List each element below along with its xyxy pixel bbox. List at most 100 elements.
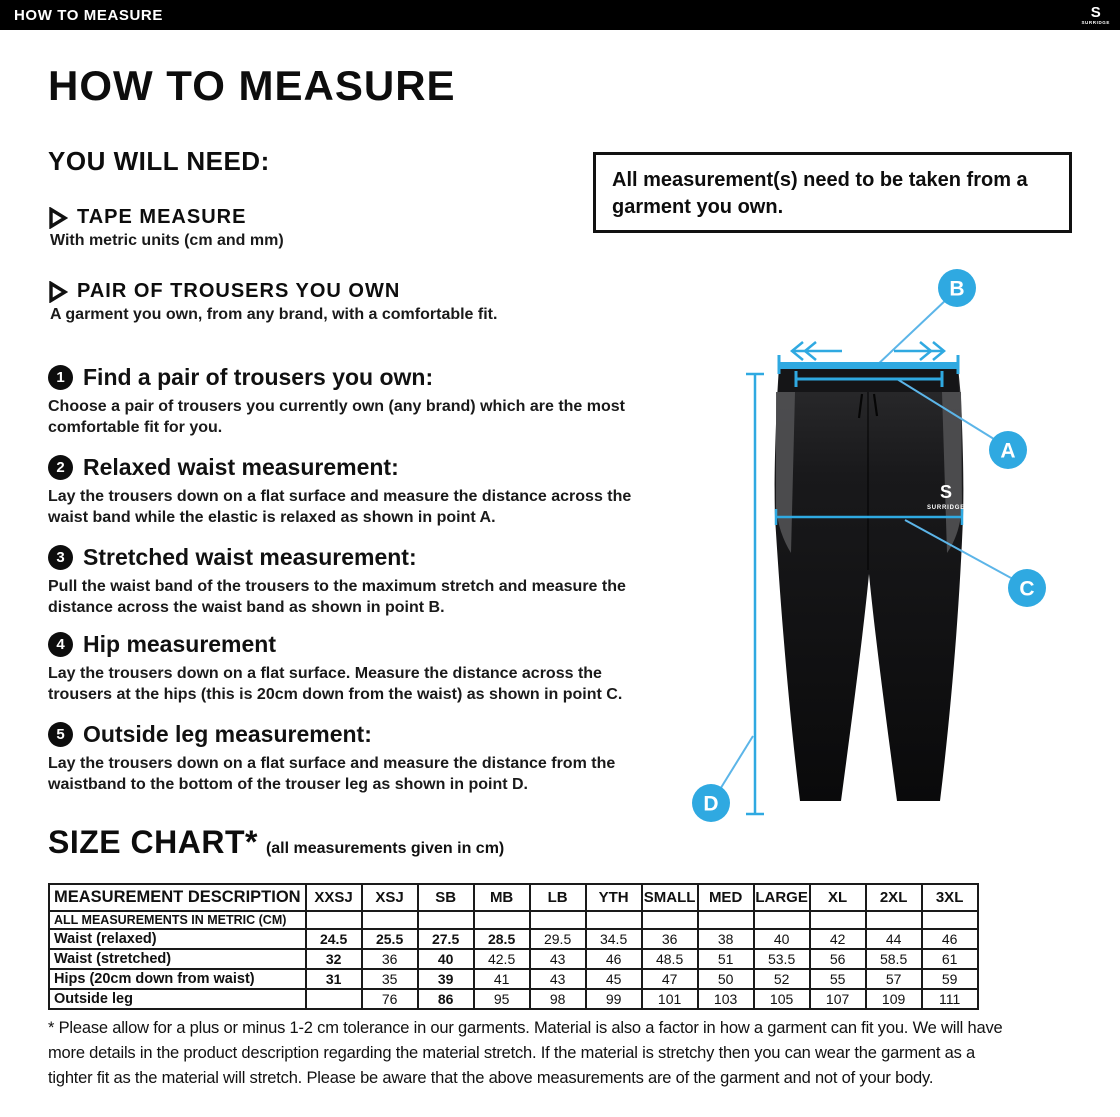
step-number-badge: 4 — [48, 632, 73, 657]
empty-cell — [864, 910, 923, 930]
step-body: Lay the trousers down on a flat surface … — [48, 755, 616, 793]
size-value-cell: 29.5 — [528, 928, 587, 950]
column-header-size: XSJ — [360, 883, 419, 912]
size-value-cell: 42 — [808, 928, 867, 950]
garment-logo-text: SURRIDGE — [927, 505, 965, 511]
triangle-bullet-icon — [49, 206, 68, 229]
size-value-cell: 53.5 — [752, 948, 811, 970]
step-5: 5 Outside leg measurement: Lay the trous… — [48, 721, 660, 795]
stretch-arrows — [790, 341, 946, 361]
size-value-cell: 98 — [528, 988, 587, 1010]
column-header-size: LB — [528, 883, 587, 912]
metric-note-cell: ALL MEASUREMENTS IN METRIC (CM) — [48, 910, 307, 930]
size-value-cell: 41 — [472, 968, 531, 990]
step-body: Lay the trousers down on a flat surface … — [48, 488, 632, 526]
trousers-measurement-diagram: S SURRIDGE — [692, 269, 1046, 822]
row-label-cell: Outside leg — [48, 988, 307, 1010]
callout-circle-c — [1008, 569, 1046, 607]
empty-cell — [584, 910, 643, 930]
size-value-cell: 44 — [864, 928, 923, 950]
size-value-cell: 40 — [752, 928, 811, 950]
need-item-title: PAIR OF TROUSERS YOU OWN — [77, 280, 401, 302]
size-value-cell: 111 — [920, 988, 979, 1010]
size-value-cell: 50 — [696, 968, 755, 990]
size-value-cell: 46 — [920, 928, 979, 950]
drawcord — [857, 393, 879, 419]
step-title: Hip measurement — [83, 631, 277, 657]
top-bar: HOW TO MEASURE S SURRIDGE — [0, 0, 1120, 30]
size-value-cell: 43 — [528, 968, 587, 990]
size-value-cell: 109 — [864, 988, 923, 1010]
size-chart-row: Waist (stretched) 32 36 40 42.5 43 46 48.5 51 53.… — [48, 948, 979, 970]
column-header-size: 2XL — [864, 883, 923, 912]
footnote-line: more details in the product description … — [48, 1044, 976, 1062]
need-item-tape-measure: TAPE MEASURE With metric units (cm and m… — [48, 206, 284, 250]
size-value-cell: 38 — [696, 928, 755, 950]
empty-cell — [752, 910, 811, 930]
garment-logo-s-icon: S — [940, 482, 952, 502]
size-value-cell: 27.5 — [416, 928, 475, 950]
empty-cell — [416, 910, 475, 930]
step-number-badge: 3 — [48, 545, 73, 570]
column-header-size: 3XL — [920, 883, 979, 912]
stretched-waist-bar — [779, 362, 958, 369]
step-number-badge: 5 — [48, 722, 73, 747]
size-chart-subtitle: (all measurements given in cm) — [265, 840, 505, 857]
step-2: 2 Relaxed waist measurement: Lay the tro… — [48, 454, 660, 528]
callout-label-c: C — [1019, 578, 1034, 601]
step-number-badge: 2 — [48, 455, 73, 480]
callout-circle-a — [989, 431, 1027, 469]
callout-label-a: A — [1000, 440, 1015, 463]
callout-circle-b — [938, 269, 976, 307]
size-value-cell: 31 — [304, 968, 363, 990]
size-value-cell: 56 — [808, 948, 867, 970]
size-value-cell: 55 — [808, 968, 867, 990]
callout-label-d: D — [703, 793, 718, 816]
column-header-size: XL — [808, 883, 867, 912]
row-label-cell: Waist (stretched) — [48, 948, 307, 970]
size-value-cell: 47 — [640, 968, 699, 990]
size-value-cell: 25.5 — [360, 928, 419, 950]
column-header-size: SB — [416, 883, 475, 912]
step-number-badge: 1 — [48, 365, 73, 390]
size-value-cell: 36 — [640, 928, 699, 950]
size-value-cell — [304, 988, 363, 1010]
size-value-cell: 48.5 — [640, 948, 699, 970]
row-label-cell: Waist (relaxed) — [48, 928, 307, 950]
size-chart-row: Hips (20cm down from waist) 31 35 39 41 43 45 4… — [48, 968, 979, 990]
callout-line-a — [896, 378, 1003, 445]
empty-cell — [360, 910, 419, 930]
size-value-cell: 58.5 — [864, 948, 923, 970]
size-value-cell: 32 — [304, 948, 363, 970]
size-value-cell: 39 — [416, 968, 475, 990]
size-chart-title: SIZE CHART* — [48, 824, 258, 860]
size-value-cell: 40 — [416, 948, 475, 970]
need-item-trousers: PAIR OF TROUSERS YOU OWN A garment you o… — [48, 280, 497, 324]
right-side-panel — [942, 392, 962, 553]
callout-circles: B A C D — [692, 269, 1046, 822]
size-value-cell: 36 — [360, 948, 419, 970]
size-value-cell: 107 — [808, 988, 867, 1010]
callout-line-b — [874, 297, 949, 368]
size-value-cell: 52 — [752, 968, 811, 990]
step-title: Outside leg measurement: — [83, 721, 372, 747]
size-chart-row: Waist (relaxed) 24.5 25.5 27.5 28.5 29.5 34.5 3… — [48, 928, 979, 950]
empty-cell — [640, 910, 699, 930]
trousers-illustration: S SURRIDGE — [774, 366, 965, 801]
step-body: Pull the waist band of the trousers to t… — [48, 578, 626, 616]
size-value-cell: 34.5 — [584, 928, 643, 950]
empty-cell — [528, 910, 587, 930]
callout-line-c — [904, 519, 1023, 585]
size-value-cell: 46 — [584, 948, 643, 970]
step-3: 3 Stretched waist measurement: Pull the … — [48, 544, 660, 618]
size-value-cell: 95 — [472, 988, 531, 1010]
size-value-cell: 103 — [696, 988, 755, 1010]
size-value-cell: 45 — [584, 968, 643, 990]
size-value-cell: 76 — [360, 988, 419, 1010]
metric-note-row: ALL MEASUREMENTS IN METRIC (CM) — [48, 910, 979, 930]
measurement-note-box: All measurement(s) need to be taken from… — [593, 152, 1072, 233]
callout-circle-d — [692, 784, 730, 822]
size-chart-table: MEASUREMENT DESCRIPTION XXSJ XSJ SB MB LB YTH S… — [48, 883, 979, 1010]
triangle-bullet-icon — [49, 280, 68, 303]
step-title: Find a pair of trousers you own: — [83, 364, 434, 390]
